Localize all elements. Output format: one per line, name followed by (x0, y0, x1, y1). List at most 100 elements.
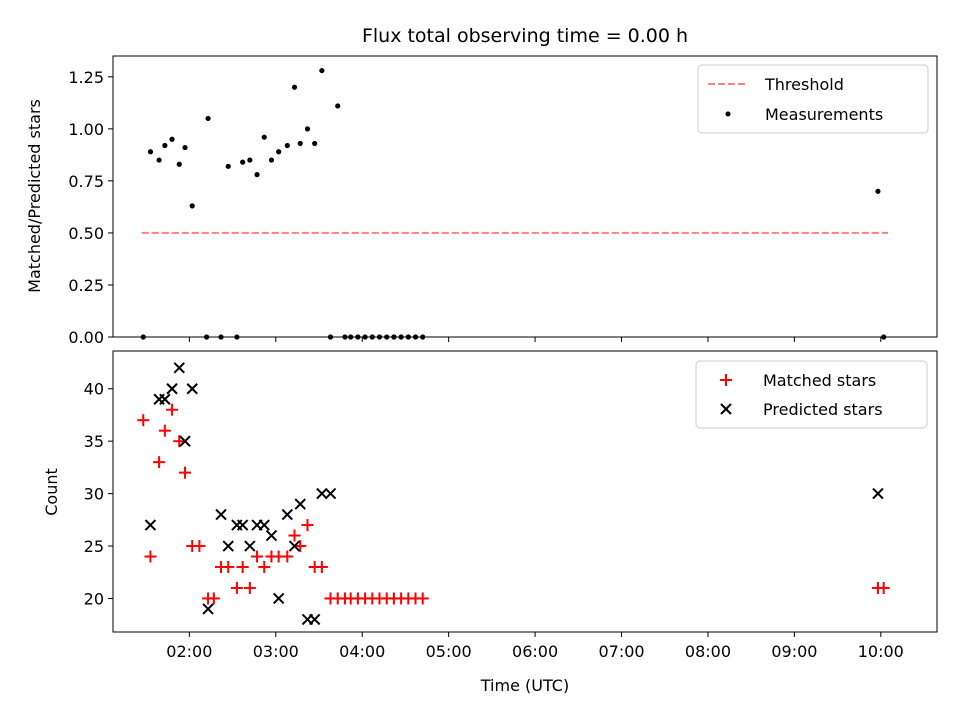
bottom-legend: Matched stars Predicted stars (695, 360, 928, 429)
matched-star-point (222, 560, 235, 573)
measurement-point (881, 334, 887, 340)
measurement-point (297, 140, 303, 147)
top-y-ticks: 0.00 0.25 0.50 0.75 1.00 1.25 (68, 68, 113, 347)
matched-star-point (251, 550, 264, 563)
matched-star-point (166, 403, 179, 416)
measurement-point (376, 334, 383, 340)
bottom-x-ticks: 02:00 03:00 04:00 05:00 06:00 07:00 08:00 09:00… (166, 632, 904, 661)
measurement-point (162, 142, 168, 149)
predicted-star-point (215, 508, 227, 521)
predicted-x-b (179, 435, 191, 447)
top-y-tick-label: 1.25 (68, 68, 104, 87)
predicted-x-b (308, 613, 321, 626)
matched-star-point (281, 550, 294, 563)
measurement-point (304, 126, 311, 132)
matched-star-point (301, 519, 314, 532)
predicted-x-b (222, 540, 234, 552)
predicted-star-point (294, 498, 306, 510)
ratio-panel: Flux total observing time = 0.00 h 0.00 0… (25, 25, 938, 347)
legend-measurements-swatch (725, 111, 731, 117)
measurement-point (218, 334, 224, 340)
bottom-y-tick-label: 20 (84, 589, 104, 608)
matched-star-point (144, 550, 157, 563)
predicted-star-point (166, 383, 178, 395)
predicted-star-point (308, 613, 321, 626)
top-y-tick-label: 0.75 (68, 172, 104, 191)
predicted-x-b (281, 508, 294, 521)
legend-predicted-swatch (720, 403, 732, 415)
measurement-point (412, 334, 419, 340)
measurement-point (189, 203, 195, 209)
bottom-y-ticks: 20 25 30 35 40 (84, 380, 113, 608)
measurement-point (348, 334, 354, 340)
top-x-ticks (188, 337, 882, 342)
predicted-star-point (202, 603, 214, 615)
predicted-star-point (872, 487, 884, 500)
matched-star-point (179, 466, 192, 479)
matched-star-point (416, 592, 429, 605)
predicted-star-point (244, 540, 256, 552)
predicted-x-b (144, 519, 157, 531)
measurement-point (319, 67, 325, 74)
predicted-star-point (316, 487, 328, 500)
predicted-star-point (288, 540, 301, 552)
bottom-x-tick-label: 09:00 (771, 642, 817, 661)
bottom-y-tick-label: 40 (84, 380, 104, 399)
legend-threshold-label: Threshold (764, 75, 844, 94)
predicted-star-point (222, 540, 234, 552)
matched-stars-points (137, 403, 890, 605)
measurement-point (268, 157, 275, 163)
matched-star-point (158, 424, 171, 437)
bottom-x-tick-label: 03:00 (253, 642, 299, 661)
bottom-x-tick-label: 02:00 (166, 642, 212, 661)
predicted-x-b (294, 498, 306, 510)
matched-star-point (258, 560, 271, 573)
predicted-x-b (244, 540, 256, 552)
predicted-x-b (316, 487, 328, 500)
chart-title: Flux total observing time = 0.00 h (362, 25, 688, 47)
top-y-axis-label: Matched/Predicted stars (25, 99, 44, 293)
top-y-tick-label: 1.00 (68, 120, 104, 139)
predicted-x-b (236, 519, 249, 531)
measurement-point (156, 157, 162, 163)
measurement-point (391, 334, 397, 340)
predicted-star-point (173, 362, 185, 374)
predicted-star-point (324, 487, 337, 500)
predicted-x-b (265, 529, 278, 542)
measurement-point (169, 136, 175, 142)
predicted-x-b (166, 383, 178, 395)
measurement-point (398, 334, 404, 340)
bottom-y-tick-label: 35 (84, 432, 104, 451)
bottom-x-tick-label: 10:00 (858, 642, 904, 661)
measurement-point (234, 334, 240, 340)
matched-star-point (236, 560, 249, 573)
matched-star-point (243, 581, 256, 594)
matched-star-point (173, 435, 186, 448)
top-plot-frame (112, 55, 938, 338)
measurement-point (240, 159, 246, 165)
predicted-star-point (179, 435, 191, 447)
matched-star-point (193, 540, 206, 553)
predicted-x-b (215, 508, 227, 521)
bottom-y-tick-label: 30 (84, 485, 104, 504)
measurement-point (312, 140, 318, 147)
top-y-tick-label: 0.00 (68, 328, 104, 347)
measurement-point (147, 149, 154, 155)
measurement-point (355, 334, 361, 340)
measurement-point (276, 149, 282, 155)
bottom-x-tick-label: 07:00 (598, 642, 644, 661)
matched-star-point (153, 456, 166, 469)
top-y-tick-label: 0.25 (68, 276, 104, 295)
measurement-point (384, 334, 390, 340)
bottom-x-tick-label: 05:00 (426, 642, 472, 661)
predicted-star-point (258, 519, 270, 531)
bottom-y-tick-label: 25 (84, 537, 104, 556)
measurement-point (182, 144, 188, 151)
matched-star-point (137, 414, 150, 427)
predicted-star-point (281, 508, 294, 521)
predicted-star-point (265, 529, 278, 542)
top-legend: Threshold Measurements (697, 64, 929, 134)
bottom-x-tick-label: 04:00 (339, 642, 385, 661)
top-legend-box (697, 64, 929, 134)
